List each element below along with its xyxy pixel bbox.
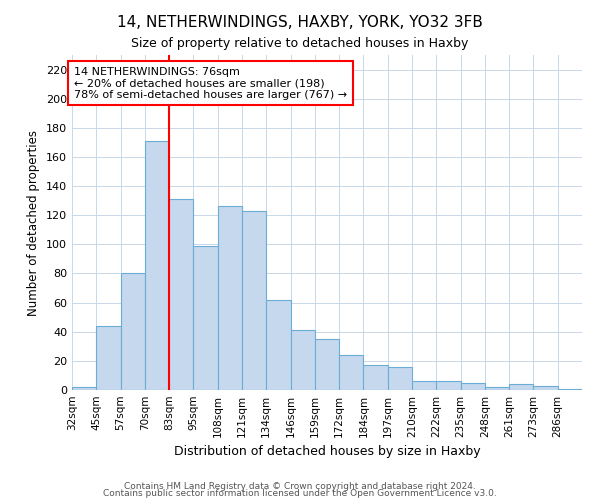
Bar — [412, 382, 436, 390]
Bar — [169, 199, 193, 390]
Bar — [266, 300, 290, 390]
Bar — [364, 365, 388, 390]
Y-axis label: Number of detached properties: Number of detached properties — [28, 130, 40, 316]
Bar — [145, 141, 169, 390]
Bar — [533, 386, 558, 390]
Bar — [339, 355, 364, 390]
Bar — [558, 388, 582, 390]
Bar — [461, 382, 485, 390]
Bar — [193, 246, 218, 390]
Bar — [218, 206, 242, 390]
Bar — [436, 382, 461, 390]
Bar — [96, 326, 121, 390]
Text: 14, NETHERWINDINGS, HAXBY, YORK, YO32 3FB: 14, NETHERWINDINGS, HAXBY, YORK, YO32 3F… — [117, 15, 483, 30]
Text: Size of property relative to detached houses in Haxby: Size of property relative to detached ho… — [131, 38, 469, 51]
Bar — [290, 330, 315, 390]
Bar — [388, 366, 412, 390]
Bar — [485, 387, 509, 390]
Bar — [509, 384, 533, 390]
Text: 14 NETHERWINDINGS: 76sqm
← 20% of detached houses are smaller (198)
78% of semi-: 14 NETHERWINDINGS: 76sqm ← 20% of detach… — [74, 66, 347, 100]
Bar — [315, 339, 339, 390]
Bar — [72, 387, 96, 390]
Bar — [121, 274, 145, 390]
Text: Contains HM Land Registry data © Crown copyright and database right 2024.: Contains HM Land Registry data © Crown c… — [124, 482, 476, 491]
Text: Contains public sector information licensed under the Open Government Licence v3: Contains public sector information licen… — [103, 490, 497, 498]
X-axis label: Distribution of detached houses by size in Haxby: Distribution of detached houses by size … — [173, 446, 481, 458]
Bar — [242, 211, 266, 390]
